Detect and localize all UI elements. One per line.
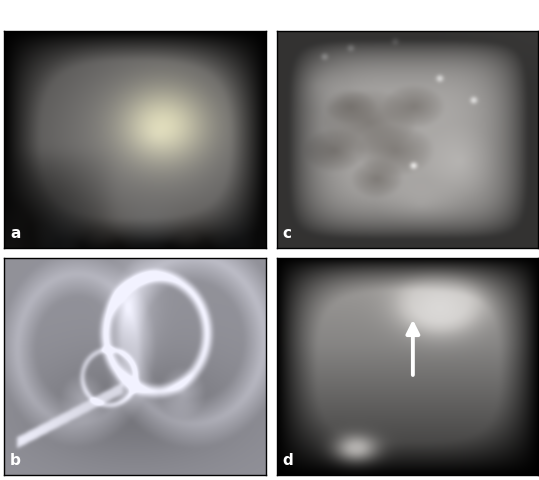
Text: a: a [10, 226, 20, 240]
Text: b: b [10, 452, 21, 467]
Text: c: c [282, 226, 291, 240]
Text: d: d [282, 452, 293, 467]
